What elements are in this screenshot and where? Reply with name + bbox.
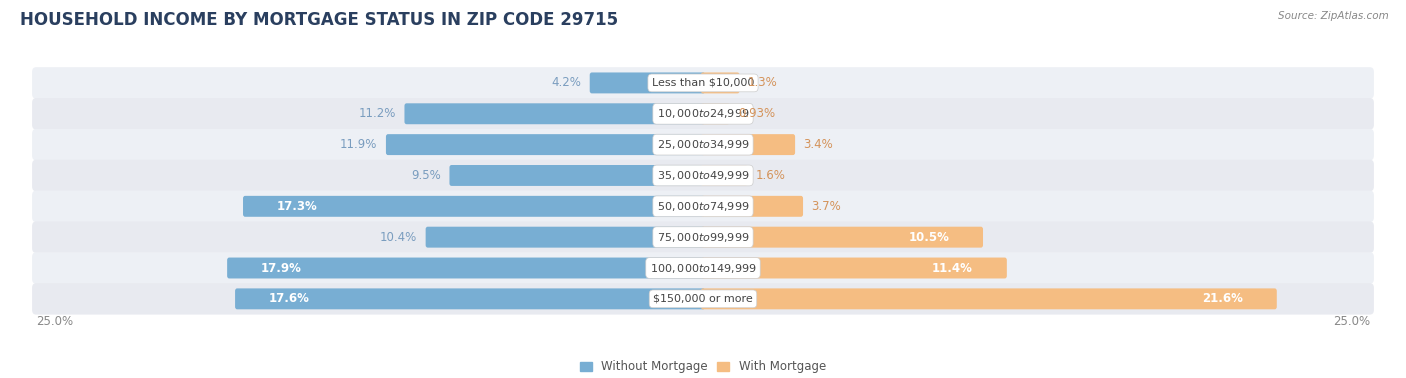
- Text: 10.4%: 10.4%: [380, 231, 418, 244]
- Text: 17.3%: 17.3%: [277, 200, 318, 213]
- Text: 25.0%: 25.0%: [1333, 314, 1369, 328]
- Text: $10,000 to $24,999: $10,000 to $24,999: [657, 107, 749, 120]
- Text: HOUSEHOLD INCOME BY MORTGAGE STATUS IN ZIP CODE 29715: HOUSEHOLD INCOME BY MORTGAGE STATUS IN Z…: [20, 11, 617, 29]
- Text: 1.3%: 1.3%: [748, 76, 778, 90]
- FancyBboxPatch shape: [700, 196, 803, 217]
- FancyBboxPatch shape: [243, 196, 706, 217]
- FancyBboxPatch shape: [700, 73, 740, 93]
- FancyBboxPatch shape: [32, 283, 1374, 314]
- FancyBboxPatch shape: [32, 129, 1374, 160]
- FancyBboxPatch shape: [32, 252, 1374, 284]
- FancyBboxPatch shape: [32, 191, 1374, 222]
- FancyBboxPatch shape: [228, 257, 706, 279]
- FancyBboxPatch shape: [32, 67, 1374, 99]
- FancyBboxPatch shape: [700, 134, 796, 155]
- FancyBboxPatch shape: [700, 288, 1277, 309]
- Text: 21.6%: 21.6%: [1202, 292, 1243, 305]
- Text: 17.9%: 17.9%: [262, 262, 302, 274]
- FancyBboxPatch shape: [405, 103, 706, 124]
- Legend: Without Mortgage, With Mortgage: Without Mortgage, With Mortgage: [575, 356, 831, 378]
- FancyBboxPatch shape: [589, 73, 706, 93]
- FancyBboxPatch shape: [32, 222, 1374, 253]
- Text: 11.4%: 11.4%: [932, 262, 973, 274]
- Text: $150,000 or more: $150,000 or more: [654, 294, 752, 304]
- Text: $25,000 to $34,999: $25,000 to $34,999: [657, 138, 749, 151]
- FancyBboxPatch shape: [426, 227, 706, 248]
- FancyBboxPatch shape: [235, 288, 706, 309]
- FancyBboxPatch shape: [700, 165, 748, 186]
- Text: 25.0%: 25.0%: [37, 314, 73, 328]
- Text: 3.4%: 3.4%: [804, 138, 834, 151]
- Text: 4.2%: 4.2%: [551, 76, 581, 90]
- FancyBboxPatch shape: [32, 160, 1374, 191]
- Text: 1.6%: 1.6%: [756, 169, 786, 182]
- Text: 9.5%: 9.5%: [411, 169, 441, 182]
- FancyBboxPatch shape: [450, 165, 706, 186]
- FancyBboxPatch shape: [32, 98, 1374, 130]
- Text: 17.6%: 17.6%: [269, 292, 309, 305]
- FancyBboxPatch shape: [700, 257, 1007, 279]
- Text: 0.93%: 0.93%: [738, 107, 775, 120]
- Text: 3.7%: 3.7%: [811, 200, 841, 213]
- Text: $100,000 to $149,999: $100,000 to $149,999: [650, 262, 756, 274]
- FancyBboxPatch shape: [700, 227, 983, 248]
- Text: $50,000 to $74,999: $50,000 to $74,999: [657, 200, 749, 213]
- Text: 10.5%: 10.5%: [908, 231, 949, 244]
- Text: Less than $10,000: Less than $10,000: [652, 78, 754, 88]
- Text: $75,000 to $99,999: $75,000 to $99,999: [657, 231, 749, 244]
- Text: Source: ZipAtlas.com: Source: ZipAtlas.com: [1278, 11, 1389, 21]
- Text: 11.2%: 11.2%: [359, 107, 396, 120]
- FancyBboxPatch shape: [385, 134, 706, 155]
- Text: 11.9%: 11.9%: [340, 138, 377, 151]
- Text: $35,000 to $49,999: $35,000 to $49,999: [657, 169, 749, 182]
- FancyBboxPatch shape: [700, 103, 730, 124]
